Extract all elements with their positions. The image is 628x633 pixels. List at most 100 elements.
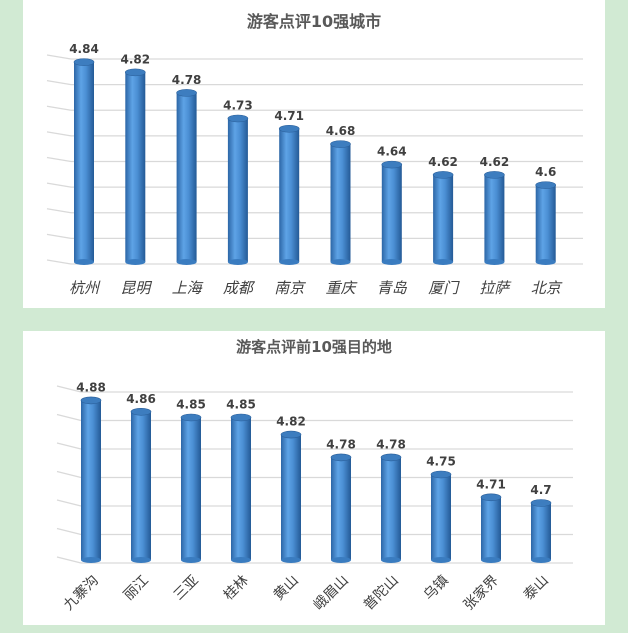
gridline-depth [56,413,82,422]
bar-top [430,470,452,479]
gridline-depth [56,385,82,393]
bar [433,174,454,262]
bar-top [180,413,202,422]
chart-title: 游客点评10强城市 [247,12,381,31]
bar-bottom [433,259,454,265]
gridline-depth [56,556,82,564]
bar-top [330,140,351,148]
bar-top [381,160,403,169]
bar-top [130,408,152,416]
category-label: 普陀山 [361,573,402,614]
category-label: 厦门 [428,279,460,297]
bar [481,497,501,560]
data-label: 4.71 [476,477,506,491]
data-label: 4.62 [428,155,458,169]
bar-top [330,453,352,462]
bar [231,417,251,560]
bar-top [280,430,302,439]
bar-bottom [125,259,146,265]
data-label: 4.75 [426,455,456,469]
data-label: 4.82 [120,52,150,66]
data-label: 4.68 [326,124,356,138]
chart-panel-cities: 游客点评10强城市 4.84 杭州 4.82 昆明 4.78 上海 4.73 成都 4.71 南京 4… [23,0,605,308]
bar-bottom [281,557,301,563]
gridline-depth [46,233,72,240]
bar-bottom [131,557,151,563]
bar-bottom [74,259,94,265]
bar-bottom [531,557,551,563]
data-label: 4.85 [176,398,206,412]
category-label: 拉萨 [479,279,512,297]
bar-bottom [181,557,201,563]
bar-top [230,413,252,422]
data-label: 4.64 [377,145,407,159]
gridline-depth [46,259,72,265]
data-label: 4.78 [326,437,356,451]
gridline-depth [56,442,82,450]
bar-top [535,181,557,189]
gridline-depth [56,499,82,507]
bar-bottom [331,557,351,563]
bar-bottom [279,259,300,265]
bar-top [380,453,402,462]
data-label: 4.88 [76,380,106,394]
category-label: 九寨沟 [60,572,102,614]
bar [279,128,300,262]
bar [484,174,505,262]
category-label: 杭州 [69,279,101,297]
category-label: 北京 [531,279,563,297]
bar-top [125,68,146,77]
data-label: 4.82 [276,415,306,429]
bar [531,503,551,560]
data-label: 4.71 [274,109,304,123]
bar-top [227,114,249,123]
bar-bottom [431,557,451,563]
bar [81,400,101,560]
bar [381,457,401,560]
bar [227,118,248,262]
bar-bottom [176,259,197,265]
bar [281,434,301,560]
chart-destinations: 游客点评前10强目的地 4.88 九寨沟 4.86 丽江 4.85 三亚 4.85 桂林 4.82… [56,338,573,614]
bar-bottom [535,259,556,265]
chart-cities: 游客点评10强城市 4.84 杭州 4.82 昆明 4.78 上海 4.73 成都 4.71 南京 4… [46,12,583,297]
gridline-depth [46,105,72,111]
bar-top [480,493,502,502]
gridline-depth [56,527,82,536]
data-label: 4.86 [126,392,156,406]
bar [381,164,402,262]
gridline-depth [46,156,72,163]
gridline-depth [46,131,72,137]
bar [330,144,351,262]
bar-top [176,89,197,97]
bar [181,417,201,560]
data-label: 4.6 [535,165,556,179]
bar-bottom [381,557,401,563]
bar-top [73,58,95,66]
bar [74,62,94,262]
category-label: 南京 [274,279,306,297]
bar-top [484,171,505,179]
category-label: 乌镇 [421,573,452,604]
data-label: 4.7 [530,483,551,497]
chart-panel-destinations: 游客点评前10强目的地 4.88 九寨沟 4.86 丽江 4.85 三亚 4.85 桂林 4.82… [23,331,605,625]
bar [431,474,451,560]
gridline-depth [46,54,72,60]
bar-bottom [381,259,402,265]
category-label: 黄山 [270,572,302,604]
data-label: 4.78 [172,73,202,87]
gridline-depth [46,182,72,188]
data-label: 4.78 [376,437,406,451]
gridline-depth [46,79,72,86]
bar [535,185,556,262]
bar-top [278,124,300,133]
bar-top [530,499,552,507]
bar [176,92,197,262]
data-label: 4.84 [69,42,99,56]
gridline-depth [46,208,72,214]
category-label: 桂林 [221,573,252,604]
category-label: 昆明 [120,279,152,297]
data-label: 4.62 [480,155,510,169]
bar [131,411,151,560]
data-label: 4.73 [223,99,253,113]
